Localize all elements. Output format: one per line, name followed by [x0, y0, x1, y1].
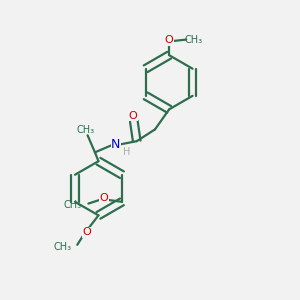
Text: O: O	[129, 111, 138, 121]
Text: O: O	[100, 193, 108, 203]
Text: CH₃: CH₃	[76, 125, 94, 135]
Text: O: O	[82, 227, 91, 237]
Text: CH₃: CH₃	[64, 200, 82, 210]
Text: CH₃: CH₃	[54, 242, 72, 252]
Text: N: N	[111, 138, 121, 151]
Text: O: O	[165, 35, 173, 45]
Text: CH₃: CH₃	[184, 34, 202, 45]
Text: H: H	[123, 147, 130, 157]
